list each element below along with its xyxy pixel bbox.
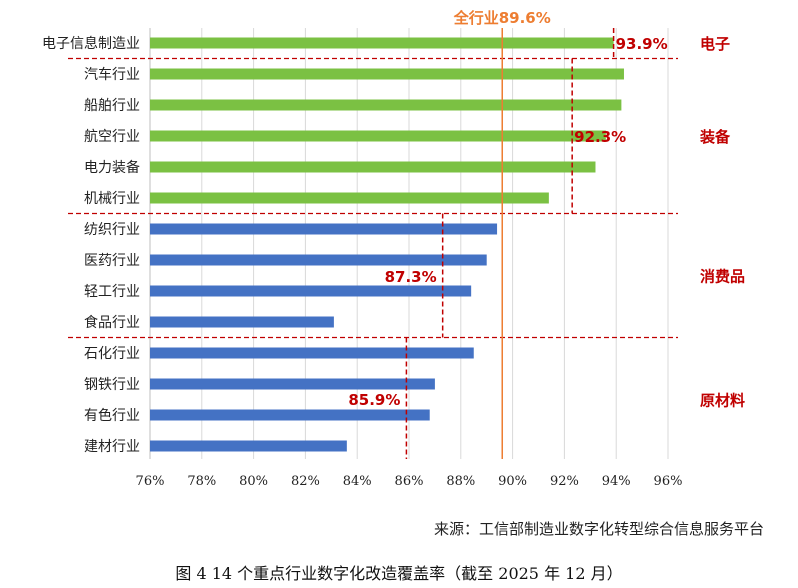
x-tick-label: 76%	[136, 474, 165, 489]
group-name-label: 电子	[700, 35, 730, 53]
category-label: 纺织行业	[84, 222, 140, 238]
x-tick-label: 86%	[395, 474, 424, 489]
category-label: 电子信息制造业	[42, 35, 140, 52]
category-label: 石化行业	[84, 346, 140, 362]
x-tick-label: 88%	[446, 474, 475, 489]
category-label: 轻工行业	[84, 284, 140, 300]
bar	[150, 68, 624, 80]
bar	[150, 161, 596, 173]
group-average-label: 87.3%	[385, 268, 437, 286]
category-label: 船舶行业	[84, 98, 140, 114]
category-label: 医药行业	[84, 253, 140, 269]
group-average-label: 93.9%	[616, 35, 668, 53]
bar	[150, 223, 498, 235]
x-tick-label: 96%	[654, 474, 683, 489]
category-label: 建材行业	[84, 439, 140, 455]
category-label: 航空行业	[84, 129, 140, 145]
bar	[150, 285, 472, 297]
x-tick-label: 90%	[498, 474, 527, 489]
category-label: 有色行业	[84, 407, 140, 424]
group-name-label: 装备	[699, 128, 731, 146]
category-label: 机械行业	[84, 191, 140, 207]
x-tick-label: 92%	[550, 474, 579, 489]
bar	[150, 99, 622, 111]
bar	[150, 347, 474, 359]
x-tick-label: 78%	[187, 474, 216, 489]
x-tick-label: 80%	[239, 474, 268, 489]
bar	[150, 409, 430, 421]
x-tick-label: 94%	[602, 474, 631, 489]
bar	[150, 130, 606, 142]
figure-caption: 图 4 14 个重点行业数字化改造覆盖率（截至 2025 年 12 月）	[175, 564, 623, 583]
group-name-label: 消费品	[700, 268, 745, 286]
bar	[150, 254, 487, 266]
bar	[150, 378, 435, 390]
group-name-label: 原材料	[700, 392, 745, 410]
category-label: 食品行业	[84, 314, 140, 331]
category-label: 钢铁行业	[84, 377, 140, 393]
x-tick-label: 84%	[343, 474, 372, 489]
overall-reference-label: 全行业89.6%	[453, 9, 551, 27]
bar	[150, 192, 549, 204]
category-label: 电力装备	[84, 159, 140, 176]
bar	[150, 37, 614, 49]
group-average-label: 85.9%	[348, 391, 400, 409]
bar	[150, 440, 347, 452]
bar	[150, 316, 334, 328]
source-note: 来源：工信部制造业数字化转型综合信息服务平台	[433, 520, 764, 538]
category-label: 汽车行业	[84, 66, 140, 83]
group-average-label: 92.3%	[574, 128, 626, 146]
x-tick-label: 82%	[291, 474, 320, 489]
